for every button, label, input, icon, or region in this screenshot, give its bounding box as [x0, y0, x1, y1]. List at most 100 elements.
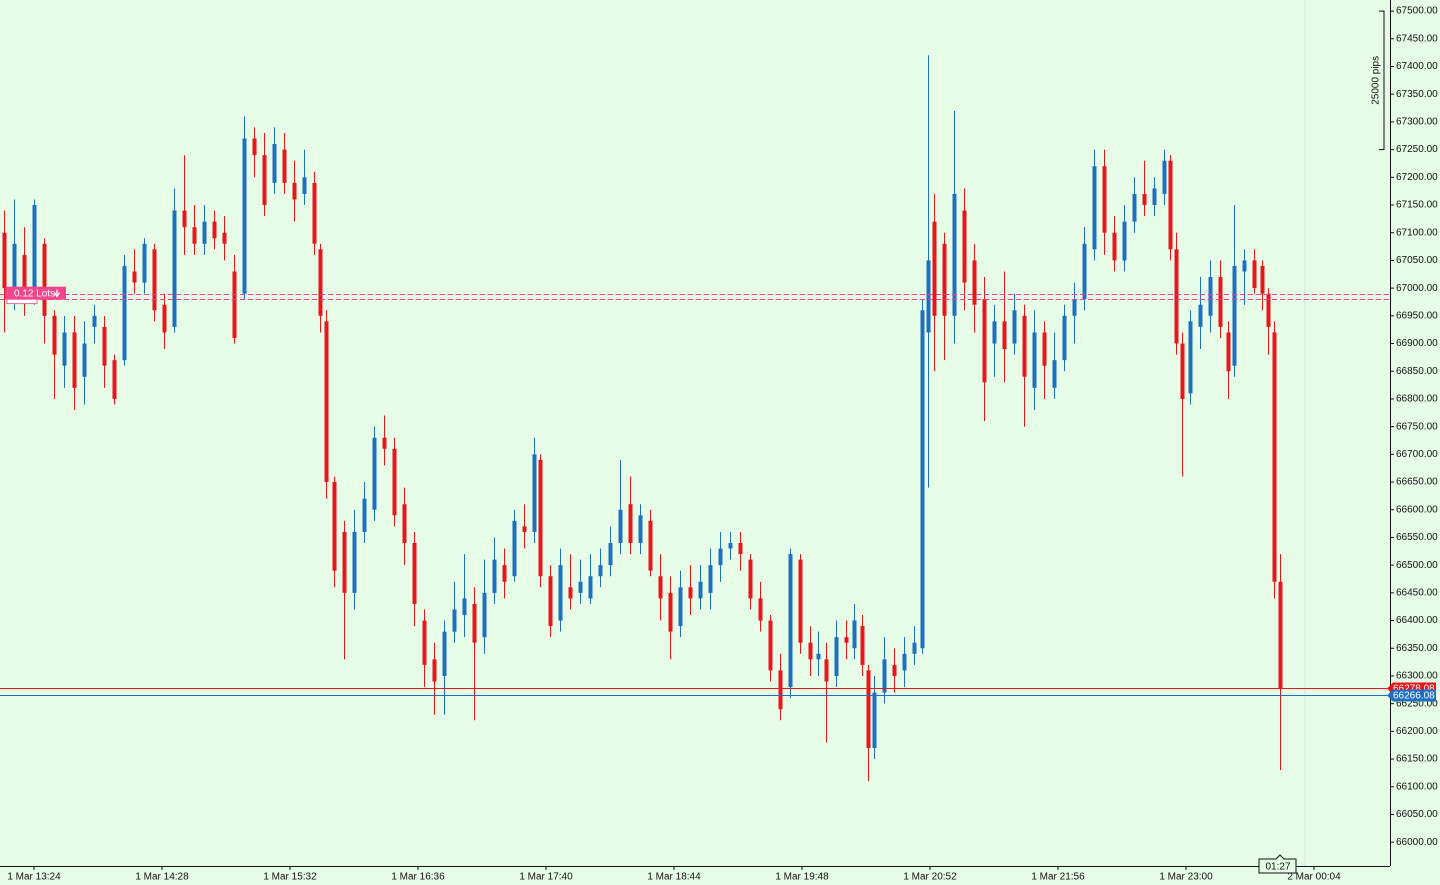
candle-body [852, 620, 857, 649]
candle-body [932, 221, 937, 316]
candle-body [1252, 260, 1257, 289]
y-tick-label: 67000.00 [1396, 283, 1438, 294]
candle-body [324, 321, 329, 483]
x-tick-label: 1 Mar 21:56 [1031, 872, 1085, 883]
y-tick-label: 66350.00 [1396, 643, 1438, 654]
candle-body [342, 531, 347, 593]
candle-body [1042, 332, 1047, 366]
y-tick-label: 67350.00 [1396, 89, 1438, 100]
y-tick-label: 66600.00 [1396, 504, 1438, 515]
candle-body [362, 498, 367, 532]
candle-body [292, 182, 297, 200]
corner [1391, 867, 1440, 885]
candle-body [1232, 265, 1237, 366]
candle-body [708, 565, 713, 593]
candle-body [1278, 581, 1283, 689]
candle-body [432, 659, 437, 682]
x-tick-label: 1 Mar 15:32 [263, 872, 317, 883]
y-tick-label: 66400.00 [1396, 615, 1438, 626]
candle-body [242, 138, 247, 294]
candle-body [1112, 232, 1117, 261]
candle-body [962, 210, 967, 283]
candle-body [860, 626, 865, 665]
candle-body [182, 210, 187, 228]
candle-body [332, 482, 337, 571]
price-tag [1387, 689, 1436, 702]
candle-body [1198, 304, 1203, 327]
candle-body [882, 659, 887, 693]
x-tick-label: 1 Mar 23:00 [1159, 872, 1213, 883]
candle-body [598, 565, 603, 577]
candle-body [972, 260, 977, 305]
candle-body [32, 205, 37, 289]
candle-body [252, 138, 257, 156]
candle-body [402, 504, 407, 543]
candle-body [816, 653, 821, 660]
candle-body [638, 515, 643, 543]
candle-body [920, 310, 925, 649]
candle-body [372, 437, 377, 510]
candle-body [926, 260, 931, 333]
candle-body [112, 360, 117, 399]
candle-body [668, 592, 673, 632]
candle-body [1226, 332, 1231, 372]
candle-body [1072, 299, 1077, 316]
x-tick-label: 1 Mar 16:36 [391, 872, 445, 883]
candle-body [412, 542, 417, 604]
candle-body [866, 670, 871, 748]
candle-body [462, 598, 467, 616]
overlay: 0.12 Lots [0, 286, 1390, 696]
candle-body [482, 592, 487, 638]
candle-body [942, 243, 947, 316]
x-tick-label: 1 Mar 17:40 [519, 872, 573, 883]
candle-body [1062, 315, 1067, 361]
candle-body [578, 581, 583, 593]
y-tick-label: 66700.00 [1396, 449, 1438, 460]
candle-body [52, 315, 57, 355]
candle-body [192, 227, 197, 244]
candle-body [1272, 332, 1277, 582]
candle-body [1188, 321, 1193, 394]
candle-body [92, 315, 97, 327]
candle-body [738, 542, 743, 555]
y-tick-label: 66650.00 [1396, 477, 1438, 488]
candle-body [1132, 193, 1137, 222]
candle-body [1022, 315, 1027, 377]
y-tick-label: 66550.00 [1396, 532, 1438, 543]
candle-body [302, 177, 307, 194]
x-tick-label: 1 Mar 20:52 [903, 872, 957, 883]
y-tick-label: 66300.00 [1396, 671, 1438, 682]
y-tick-label: 66500.00 [1396, 560, 1438, 571]
candle-body [688, 587, 693, 599]
candle-body [122, 265, 127, 361]
timer-label: 01:27 [1265, 862, 1290, 873]
candle-body [834, 637, 839, 676]
candle-body [282, 149, 287, 183]
candle-body [232, 271, 237, 338]
candle-body [1242, 260, 1247, 272]
y-tick-label: 66450.00 [1396, 587, 1438, 598]
y-tick-label: 66100.00 [1396, 781, 1438, 792]
candle-body [718, 548, 723, 566]
candle-body [912, 642, 917, 654]
y-tick-label: 67500.00 [1396, 6, 1438, 17]
y-tick-label: 67100.00 [1396, 227, 1438, 238]
candle-body [152, 249, 157, 311]
y-tick-label: 66900.00 [1396, 338, 1438, 349]
y-tick-label: 66750.00 [1396, 421, 1438, 432]
candle-body [788, 554, 793, 688]
candle-body [992, 321, 997, 344]
candle-body [452, 609, 457, 632]
candle-body [678, 587, 683, 627]
candle-body [202, 221, 207, 244]
candle-body [1266, 293, 1271, 327]
candle-body [222, 232, 227, 244]
candle-body [512, 520, 517, 577]
candle-body [1102, 166, 1107, 233]
candle-body [102, 326, 107, 366]
candle-body [422, 620, 427, 665]
y-tick-label: 66150.00 [1396, 754, 1438, 765]
